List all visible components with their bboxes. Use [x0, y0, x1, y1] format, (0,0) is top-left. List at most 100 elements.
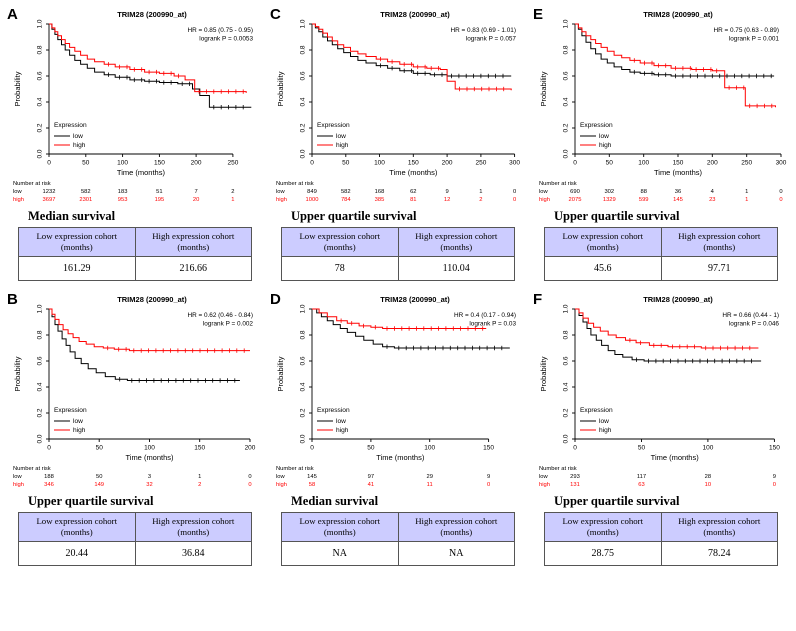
risk-count-low: 1	[479, 189, 482, 195]
risk-count-high: 599	[639, 197, 649, 203]
legend-label-low: low	[599, 133, 609, 140]
cohort-table-header: Low expression cohort (months)	[544, 511, 662, 542]
risk-count-high: 2	[479, 197, 482, 203]
hr-annotation: HR = 0.75 (0.63 - 0.89)	[713, 27, 779, 34]
risk-count-high: 145	[673, 197, 683, 203]
y-tick-label: 0.0	[37, 149, 44, 158]
risk-row-name-high: high	[276, 197, 287, 203]
cohort-table-header: High expression cohort (months)	[397, 227, 515, 257]
number-at-risk-label: Number at risk	[539, 466, 577, 472]
y-tick-label: 0.8	[37, 45, 44, 54]
x-tick-label: 0	[47, 160, 51, 167]
risk-count-low: 690	[570, 189, 580, 195]
km-curve-low	[312, 308, 510, 349]
risk-count-high: 41	[368, 482, 374, 488]
risk-row-name-high: high	[13, 482, 24, 488]
km-curve-high	[312, 23, 512, 91]
cohort-table-header: High expression cohort (months)	[134, 227, 252, 257]
risk-row-name-low: low	[539, 474, 549, 480]
risk-count-high: 0	[779, 197, 782, 203]
y-tick-label: 0.4	[300, 97, 307, 106]
y-tick-label: 1.0	[300, 304, 307, 313]
risk-row-name-high: high	[276, 482, 287, 488]
risk-count-low: 29	[426, 474, 432, 480]
km-plot-F: TRIM28 (200990_at)0 50 100 1500.00.20.40.60…	[539, 295, 780, 488]
y-tick-label: 0.8	[37, 330, 44, 339]
x-axis-label: Time (months)	[389, 168, 438, 177]
risk-count-high: 953	[118, 197, 128, 203]
cohort-survival-value: 36.84	[134, 540, 252, 566]
y-axis-label: Probability	[539, 356, 548, 391]
x-tick-label: 300	[509, 160, 520, 167]
hr-annotation: HR = 0.62 (0.46 - 0.84)	[187, 312, 253, 319]
legend-label-low: low	[73, 133, 83, 140]
cohort-table-header: High expression cohort (months)	[397, 511, 515, 542]
risk-count-low: 9	[773, 474, 776, 480]
y-tick-label: 1.0	[37, 304, 44, 313]
y-axis-label: Probability	[13, 71, 22, 106]
x-tick-label: 0	[47, 444, 51, 451]
cohort-survival-value: 45.6	[544, 255, 662, 281]
cohort-table-header: High expression cohort (months)	[660, 511, 778, 542]
figure-grid: A TRIM28 (200990_at) 0 50 100 150 200 250 0.0 0.2…	[4, 6, 787, 566]
x-tick-label: 200	[245, 444, 256, 451]
km-curve-low	[575, 308, 762, 362]
plot-title: TRIM28 (200990_at)	[117, 10, 187, 19]
panel-letter-A: A	[7, 6, 18, 23]
y-tick-label: 0.6	[37, 356, 44, 365]
risk-count-high: 20	[193, 197, 199, 203]
logrank-annotation: logrank P = 0.001	[729, 36, 780, 43]
y-tick-label: 0.0	[563, 149, 570, 158]
risk-row-name-high: high	[13, 197, 24, 203]
plot-title: TRIM28 (200990_at)	[380, 10, 450, 19]
km-panel-C: C TRIM28 (200990_at) 0 50 100 150 200 250 300 0.0…	[267, 6, 529, 281]
logrank-annotation: logrank P = 0.0053	[199, 36, 253, 43]
risk-row-name-low: low	[276, 474, 286, 480]
km-panel-A: A TRIM28 (200990_at) 0 50 100 150 200 250 0.0 0.2…	[4, 6, 266, 281]
km-curve-high	[49, 308, 250, 352]
legend-title: Expression	[580, 407, 613, 414]
y-tick-label: 1.0	[563, 19, 570, 28]
risk-count-high: 12	[444, 197, 450, 203]
legend-label-low: low	[336, 133, 346, 140]
x-tick-label: 250	[475, 160, 486, 167]
logrank-annotation: logrank P = 0.046	[729, 320, 780, 327]
cohort-survival-value: 161.29	[18, 255, 136, 281]
km-curve-high	[575, 308, 759, 349]
cohort-survival-value: 216.66	[134, 255, 252, 281]
risk-count-low: 0	[779, 189, 782, 195]
risk-count-low: 117	[637, 474, 646, 480]
km-plot-A: TRIM28 (200990_at) 0 50 100 150 200 250 0.0 0.2 0…	[13, 10, 253, 203]
y-tick-label: 0.0	[300, 434, 307, 443]
risk-count-high: 195	[155, 197, 165, 203]
legend-title: Expression	[54, 407, 87, 414]
y-tick-label: 0.8	[563, 330, 570, 339]
legend-title: Expression	[317, 122, 350, 129]
km-panel-B: B TRIM28 (200990_at) 0 50 100 150 200 0.0 0.2 0.4…	[4, 291, 266, 566]
legend-label-low: low	[336, 418, 346, 425]
x-axis-label: Time (months)	[125, 453, 174, 462]
hr-annotation: HR = 0.4 (0.17 - 0.94)	[454, 312, 516, 319]
hr-annotation: HR = 0.83 (0.69 - 1.01)	[450, 27, 516, 34]
risk-count-low: 1	[745, 189, 748, 195]
logrank-annotation: logrank P = 0.057	[466, 36, 517, 43]
risk-count-high: 11	[427, 482, 433, 488]
risk-count-high: 2	[198, 482, 201, 488]
cohort-table-header: Low expression cohort (months)	[281, 227, 399, 257]
y-tick-label: 0.6	[37, 71, 44, 80]
cohort-table-header: Low expression cohort (months)	[281, 511, 399, 542]
risk-count-low: 188	[44, 474, 54, 480]
legend-title: Expression	[580, 122, 613, 129]
cohort-table-header: Low expression cohort (months)	[18, 227, 136, 257]
x-tick-label: 150	[194, 444, 205, 451]
risk-count-high: 346	[44, 482, 54, 488]
x-tick-label: 150	[483, 444, 494, 451]
y-tick-label: 0.6	[300, 356, 307, 365]
legend-label-low: low	[599, 418, 609, 425]
number-at-risk-label: Number at risk	[539, 181, 577, 187]
x-axis-label: Time (months)	[376, 453, 425, 462]
plot-title: TRIM28 (200990_at)	[117, 295, 187, 304]
logrank-annotation: logrank P = 0.002	[203, 320, 254, 327]
risk-count-high: 784	[341, 197, 351, 203]
y-axis-label: Probability	[276, 71, 285, 106]
